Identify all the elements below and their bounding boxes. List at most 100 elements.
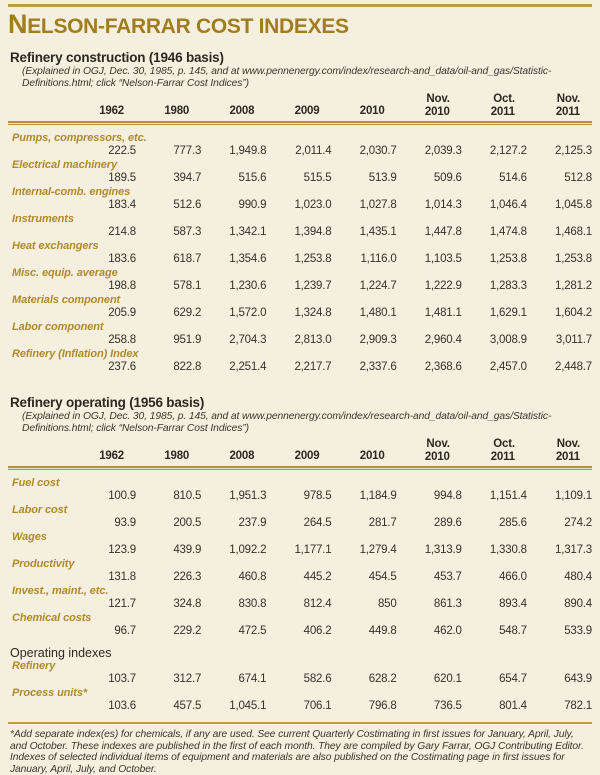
value-cell: 2,960.4 [424, 334, 462, 346]
value-cell: 460.8 [238, 571, 267, 583]
row-label: Labor cost [12, 504, 68, 516]
value-cell: 2,217.7 [294, 361, 332, 373]
value-cell: 1,177.1 [294, 544, 332, 556]
value-cell: 1,239.7 [294, 280, 332, 292]
value-cell: 533.9 [564, 625, 592, 637]
value-cell: 890.4 [564, 598, 592, 610]
value-cell: 1,092.2 [229, 544, 267, 556]
value-cell: 1,109.1 [555, 490, 592, 502]
value-cell: 183.6 [108, 253, 136, 265]
value-cell: 513.9 [368, 172, 397, 184]
top-accent-bar [8, 4, 592, 7]
row-label: Misc. equip. average [12, 267, 118, 279]
value-cell: 2,337.6 [359, 361, 397, 373]
table-row: 183.4 512.6 990.9 1,023.0 1,027.8 1,014.3 1,04… [8, 199, 592, 212]
value-cell: 2,368.6 [424, 361, 462, 373]
value-cell: 1,468.1 [555, 226, 592, 238]
column-header: 2009 [294, 450, 320, 462]
column-header: Oct. 2011 [490, 438, 515, 463]
row-label: Electrical machinery [12, 159, 118, 171]
row-label: Labor component [12, 321, 104, 333]
row-label: Process units* [12, 687, 88, 699]
value-cell: 2,039.3 [424, 145, 462, 157]
value-cell: 406.2 [303, 625, 332, 637]
value-cell: 548.7 [499, 625, 527, 637]
table-row: 103.7 312.7 674.1 582.6 628.2 620.1 654.7 643.9 [8, 673, 592, 686]
value-cell: 1,023.0 [294, 199, 332, 211]
section-heading: Refinery operating (1956 basis) [10, 395, 205, 410]
value-cell: 1,572.0 [229, 307, 267, 319]
value-cell: 3,011.7 [555, 334, 592, 346]
value-cell: 281.7 [368, 517, 397, 529]
subsection-heading: Operating indexes [10, 646, 112, 660]
value-cell: 1,046.4 [489, 199, 527, 211]
row-label: Refinery (Inflation) Index [12, 348, 139, 360]
value-cell: 620.1 [433, 673, 462, 685]
value-cell: 237.6 [108, 361, 136, 373]
value-cell: 229.2 [173, 625, 202, 637]
value-cell: 439.9 [173, 544, 202, 556]
value-cell: 822.8 [173, 361, 202, 373]
table-body-operating: Fuel cost 100.9 810.5 1,951.3 978.5 1,184.9 99… [8, 477, 592, 638]
value-cell: 1,230.6 [229, 280, 267, 292]
column-header: 2010 [359, 105, 385, 117]
value-cell: 237.9 [238, 517, 267, 529]
value-cell: 324.8 [173, 598, 202, 610]
value-cell: 226.3 [173, 571, 202, 583]
value-cell: 1,253.8 [555, 253, 592, 265]
value-cell: 674.1 [238, 673, 267, 685]
value-cell: 264.5 [303, 517, 332, 529]
value-cell: 1,281.2 [555, 280, 592, 292]
table-row: 214.8 587.3 1,342.1 1,394.8 1,435.1 1,447.8 1,… [8, 226, 592, 239]
value-cell: 214.8 [108, 226, 136, 238]
header-rule [8, 121, 592, 125]
table-row: 100.9 810.5 1,951.3 978.5 1,184.9 994.8 1,151.… [8, 490, 592, 503]
table-header-row: 1962 1980 2008 2009 2010 Nov. 2010 Oct. 2011 Nov.… [8, 438, 592, 463]
table-row: 205.9 629.2 1,572.0 1,324.8 1,480.1 1,481.1 1,… [8, 307, 592, 320]
value-cell: 1,317.3 [555, 544, 592, 556]
value-cell: 1,253.8 [294, 253, 332, 265]
value-cell: 978.5 [303, 490, 332, 502]
table-row: 258.8 951.9 2,704.3 2,813.0 2,909.3 2,960.4 3,… [8, 334, 592, 347]
value-cell: 643.9 [564, 673, 592, 685]
value-cell: 103.7 [108, 673, 136, 685]
row-label: Chemical costs [12, 612, 92, 624]
table-row: 198.8 578.1 1,230.6 1,239.7 1,224.7 1,222.9 1,… [8, 280, 592, 293]
section-heading: Refinery construction (1946 basis) [10, 50, 224, 65]
value-cell: 1,222.9 [424, 280, 462, 292]
value-cell: 850 [377, 598, 397, 610]
row-label: Refinery [12, 660, 56, 672]
value-cell: 706.1 [303, 700, 332, 712]
value-cell: 515.5 [303, 172, 332, 184]
section-refinery-operating: Refinery operating (1956 basis) (Explain… [8, 395, 592, 713]
value-cell: 222.5 [108, 145, 136, 157]
value-cell: 96.7 [114, 625, 136, 637]
value-cell: 777.3 [173, 145, 202, 157]
column-header: 2009 [294, 105, 320, 117]
value-cell: 587.3 [173, 226, 202, 238]
value-cell: 1,481.1 [424, 307, 462, 319]
value-cell: 457.5 [173, 700, 202, 712]
value-cell: 312.7 [173, 673, 202, 685]
column-header: 2010 [359, 450, 385, 462]
value-cell: 1,435.1 [359, 226, 397, 238]
table-row: 103.6 457.5 1,045.1 706.1 796.8 736.5 801.4 782… [8, 700, 592, 713]
value-cell: 1,629.1 [489, 307, 527, 319]
header-rule [8, 466, 592, 470]
value-cell: 462.0 [433, 625, 462, 637]
value-cell: 893.4 [499, 598, 527, 610]
value-cell: 515.6 [238, 172, 267, 184]
value-cell: 2,457.0 [489, 361, 527, 373]
value-cell: 394.7 [173, 172, 202, 184]
value-cell: 861.3 [433, 598, 462, 610]
row-label: Instruments [12, 213, 74, 225]
value-cell: 1,224.7 [359, 280, 397, 292]
row-label: Internal-comb. engines [12, 186, 131, 198]
value-cell: 1,014.3 [424, 199, 462, 211]
value-cell: 123.9 [108, 544, 136, 556]
explanation-line: Definitions.html; click “Nelson-Farrar C… [22, 422, 250, 434]
table-body-construction: Pumps, compressors, etc. 222.5 777.3 1,949.… [8, 132, 592, 374]
table-body-operating-indexes: Refinery 103.7 312.7 674.1 582.6 628.2 620.1 65… [8, 660, 592, 713]
value-cell: 1,279.4 [359, 544, 397, 556]
value-cell: 1,184.9 [359, 490, 397, 502]
